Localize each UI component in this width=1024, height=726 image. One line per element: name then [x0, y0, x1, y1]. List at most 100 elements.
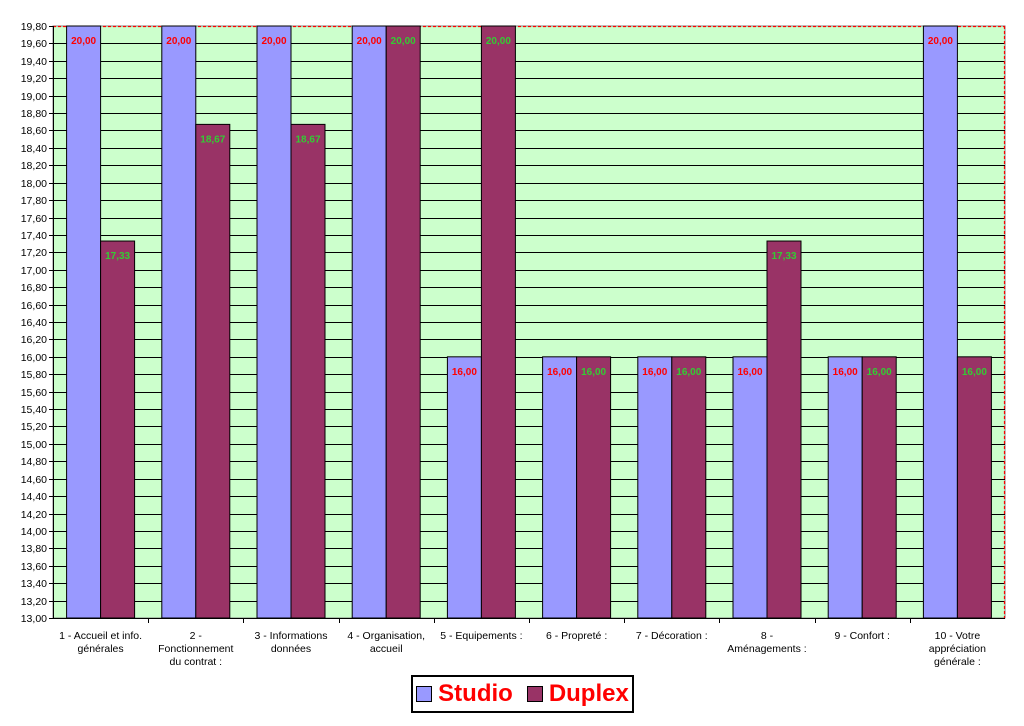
bar-duplex-1 [100, 240, 136, 619]
y-tick-label: 16,00 [21, 352, 47, 364]
y-tick-label: 15,00 [21, 439, 47, 451]
x-tick-label: générale : [934, 656, 981, 668]
bar-studio-10 [922, 25, 958, 619]
x-tick-label: données [271, 643, 311, 655]
y-tick-label: 14,40 [21, 491, 47, 503]
x-tick-label: Aménagements : [727, 643, 806, 655]
data-label-studio-4: 20,00 [357, 36, 382, 47]
data-label-duplex-6: 16,00 [581, 367, 606, 378]
legend-label-duplex: Duplex [548, 680, 629, 707]
bar-duplex-5 [480, 25, 516, 619]
data-label-studio-2: 20,00 [166, 36, 191, 47]
y-tick-label: 16,40 [21, 317, 47, 329]
legend-swatch-duplex [526, 686, 543, 702]
data-label-studio-1: 20,00 [71, 36, 96, 47]
bar-studio-9 [827, 356, 863, 619]
y-tick-label: 17,00 [21, 265, 47, 277]
bar-studio-5 [446, 356, 482, 619]
data-label-studio-9: 16,00 [833, 367, 858, 378]
y-tick-label: 14,00 [21, 526, 47, 538]
x-tick-label: 10 - Votre [935, 630, 981, 642]
data-label-duplex-2: 18,67 [200, 134, 225, 145]
y-tick-label: 15,20 [21, 421, 47, 433]
bar-duplex-8 [766, 240, 802, 619]
data-label-duplex-10: 16,00 [962, 367, 987, 378]
y-tick-label: 16,20 [21, 334, 47, 346]
y-tick-label: 18,80 [21, 108, 47, 120]
y-tick-label: 13,40 [21, 578, 47, 590]
x-tick-label: du contrat : [170, 656, 223, 668]
y-tick-label: 16,80 [21, 282, 47, 294]
x-tick-label: 6 - Propreté : [546, 630, 607, 642]
bar-duplex-7 [671, 356, 707, 619]
y-tick-label: 15,60 [21, 387, 47, 399]
y-tick-label: 19,20 [21, 73, 47, 85]
y-tick-label: 14,20 [21, 509, 47, 521]
y-tick-label: 17,40 [21, 230, 47, 242]
bar-studio-8 [732, 356, 768, 619]
y-tick-label: 17,60 [21, 213, 47, 225]
x-tick-label: générales [78, 643, 124, 655]
y-tick-label: 18,20 [21, 160, 47, 172]
y-tick-label: 18,00 [21, 178, 47, 190]
legend-item-studio: Studio [416, 680, 513, 708]
x-tick-label: Fonctionnement [158, 643, 233, 655]
y-tick-label: 18,60 [21, 125, 47, 137]
data-label-duplex-3: 18,67 [295, 134, 320, 145]
y-tick-label: 19,40 [21, 56, 47, 68]
y-tick-label: 19,80 [21, 21, 47, 33]
data-label-duplex-5: 20,00 [486, 36, 511, 47]
legend-item-duplex: Duplex [526, 680, 629, 708]
data-label-studio-3: 20,00 [261, 36, 286, 47]
bar-duplex-2 [195, 123, 231, 619]
x-tick-label: 5 - Equipements : [440, 630, 522, 642]
y-tick-label: 13,60 [21, 561, 47, 573]
data-label-studio-10: 20,00 [928, 36, 953, 47]
x-tick-label: 4 - Organisation, [347, 630, 425, 642]
data-label-studio-8: 16,00 [737, 367, 762, 378]
y-tick-label: 17,20 [21, 247, 47, 259]
data-label-duplex-7: 16,00 [676, 367, 701, 378]
bar-studio-3 [256, 25, 292, 619]
x-tick-label: 3 - Informations [255, 630, 328, 642]
y-tick-label: 18,40 [21, 143, 47, 155]
data-label-studio-5: 16,00 [452, 367, 477, 378]
y-tick-label: 19,00 [21, 91, 47, 103]
bar-studio-6 [542, 356, 578, 619]
bar-duplex-6 [576, 356, 612, 619]
bar-studio-1 [66, 25, 102, 619]
bar-studio-2 [161, 25, 197, 619]
x-tick-label: 8 - [761, 630, 774, 642]
data-label-duplex-8: 17,33 [771, 251, 796, 262]
y-tick-label: 19,60 [21, 38, 47, 50]
legend-label-studio: Studio [438, 680, 513, 707]
x-tick-label: 9 - Confort : [834, 630, 889, 642]
bar-studio-7 [637, 356, 673, 619]
bar-duplex-10 [956, 356, 992, 619]
bar-studio-4 [351, 25, 387, 619]
y-tick-label: 17,80 [21, 195, 47, 207]
y-tick-label: 14,80 [21, 456, 47, 468]
data-label-duplex-4: 20,00 [391, 36, 416, 47]
y-tick-label: 16,60 [21, 300, 47, 312]
y-tick-label: 15,40 [21, 404, 47, 416]
bar-duplex-9 [861, 356, 897, 619]
x-tick-label: appréciation [929, 643, 986, 655]
data-label-duplex-9: 16,00 [867, 367, 892, 378]
y-tick-label: 15,80 [21, 369, 47, 381]
x-tick-label: 2 - [190, 630, 203, 642]
data-label-studio-7: 16,00 [642, 367, 667, 378]
y-tick-label: 13,20 [21, 596, 47, 608]
legend: Studio Duplex [411, 675, 634, 713]
y-tick-label: 14,60 [21, 474, 47, 486]
legend-swatch-studio [416, 686, 433, 702]
data-label-studio-6: 16,00 [547, 367, 572, 378]
bar-duplex-3 [290, 123, 326, 619]
y-tick-label: 13,80 [21, 543, 47, 555]
bar-duplex-4 [385, 25, 421, 619]
data-label-duplex-1: 17,33 [105, 251, 130, 262]
x-tick-label: 1 - Accueil et info. [59, 630, 142, 642]
x-tick-label: 7 - Décoration : [636, 630, 708, 642]
